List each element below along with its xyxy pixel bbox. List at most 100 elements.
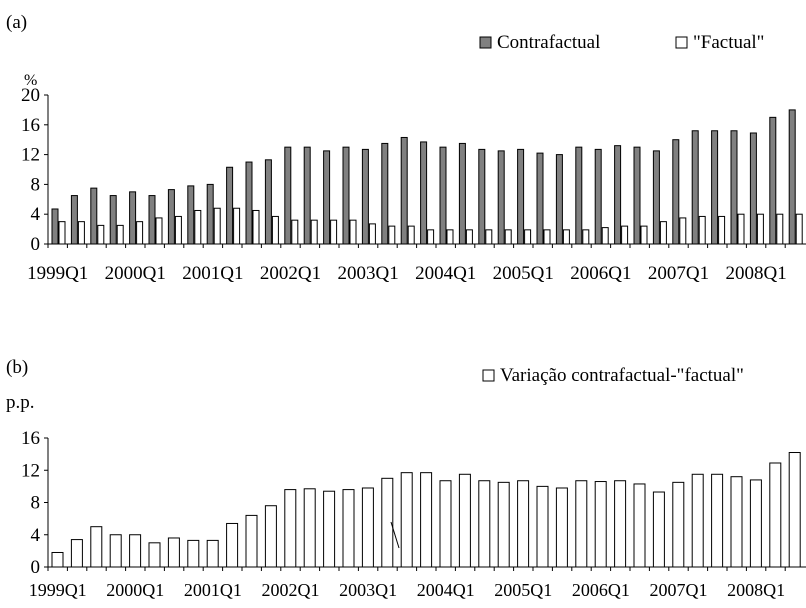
x-tick-label: 2004Q1 (415, 263, 476, 284)
bar-contrafactual (614, 145, 622, 245)
bar-factual (543, 229, 551, 245)
bar-factual (97, 224, 105, 245)
x-tick-label: 2006Q1 (572, 580, 630, 600)
x-tick-label: 2006Q1 (570, 263, 631, 284)
bar-factual (504, 229, 512, 245)
bar-variacao (788, 452, 801, 568)
bar-factual (427, 229, 435, 245)
bar-variacao (187, 539, 200, 568)
bar-contrafactual (497, 150, 505, 245)
bar-contrafactual (361, 148, 369, 245)
bar-factual (601, 227, 609, 245)
bar-factual (310, 219, 318, 245)
x-tick-label: 2003Q1 (339, 580, 397, 600)
bar-variacao (749, 479, 762, 568)
bar-factual (58, 221, 66, 245)
y-tick-label: 8 (31, 174, 41, 195)
x-tick-label: 2000Q1 (106, 580, 164, 600)
bar-factual (174, 215, 182, 245)
bar-contrafactual (769, 116, 777, 245)
y-axis-label-a: % (24, 72, 37, 89)
bar-factual (136, 221, 144, 245)
y-tick-label: 0 (31, 234, 41, 255)
x-tick-label: 2007Q1 (650, 580, 708, 600)
bar-contrafactual (148, 195, 156, 245)
bar-contrafactual (691, 130, 699, 245)
bar-contrafactual (555, 154, 563, 245)
bar-contrafactual (226, 166, 234, 245)
bar-contrafactual (284, 146, 292, 245)
bar-factual (524, 229, 532, 245)
y-tick-label: 8 (31, 493, 41, 514)
bar-contrafactual (633, 146, 641, 245)
bar-factual (582, 229, 590, 245)
bar-variacao (672, 481, 685, 568)
bar-contrafactual (594, 148, 602, 245)
x-tick-label: 2004Q1 (417, 580, 475, 600)
x-tick-label: 2005Q1 (494, 580, 552, 600)
bar-factual (640, 225, 648, 245)
bar-variacao (109, 534, 122, 568)
bar-variacao (400, 472, 413, 568)
bar-factual (330, 219, 338, 245)
bar-contrafactual (264, 159, 272, 245)
bar-contrafactual (439, 146, 447, 245)
legend-factual-swatch (675, 36, 688, 49)
y-tick-label: 12 (21, 145, 40, 166)
bar-variacao (303, 488, 316, 568)
x-tick-label: 2008Q1 (725, 263, 786, 284)
bar-factual (194, 209, 202, 245)
bar-variacao (458, 473, 471, 568)
bar-contrafactual (109, 195, 117, 245)
bar-factual (407, 225, 415, 245)
y-axis-label-b: p.p. (6, 392, 35, 413)
bar-variacao (129, 534, 142, 568)
bars-a (47, 109, 803, 248)
bar-contrafactual (420, 141, 428, 245)
bar-factual (679, 217, 687, 245)
bar-contrafactual (517, 148, 525, 245)
bar-factual (659, 221, 667, 245)
bar-factual (388, 225, 396, 245)
bar-factual (291, 219, 299, 245)
x-tick-label: 2002Q1 (262, 580, 320, 600)
bar-variacao (497, 481, 510, 568)
bar-contrafactual (730, 130, 738, 245)
bar-variacao (264, 505, 277, 568)
bar-factual (756, 213, 764, 245)
bar-factual (252, 209, 260, 245)
panel-b-label: (b) (6, 357, 28, 378)
bar-variacao (206, 539, 219, 568)
bar-contrafactual (672, 139, 680, 245)
legend-variacao-label: Variação contrafactual-"factual" (500, 365, 744, 386)
bar-variacao (70, 539, 83, 568)
x-tick-label: 2002Q1 (260, 263, 321, 284)
y-ticks-a: 0 4 8 12 16 20 (21, 85, 48, 255)
bar-variacao (148, 542, 161, 568)
bar-factual (737, 213, 745, 245)
bar-contrafactual (51, 208, 59, 245)
bar-variacao (167, 537, 180, 568)
bar-factual (368, 223, 376, 245)
legend-factual-label: "Factual" (693, 32, 764, 53)
stray-line-mark (390, 521, 400, 549)
bar-variacao (594, 481, 607, 568)
bar-variacao (439, 480, 452, 568)
bar-contrafactual (652, 150, 660, 245)
bar-variacao (361, 487, 374, 568)
y-tick-label: 16 (21, 428, 40, 449)
x-tick-label: 2007Q1 (648, 263, 709, 284)
bar-contrafactual (129, 191, 137, 245)
bar-contrafactual (245, 161, 253, 245)
bar-contrafactual (478, 148, 486, 245)
y-tick-label: 16 (21, 115, 40, 136)
legend-contrafactual-swatch (479, 36, 492, 49)
bar-factual (116, 224, 124, 245)
bar-variacao (575, 480, 588, 568)
bar-variacao (226, 522, 239, 568)
x-ticks-a: 1999Q1 2000Q1 2001Q1 2002Q1 2003Q1 2004Q1 2005… (27, 263, 787, 284)
bar-contrafactual (381, 142, 389, 245)
bar-variacao (555, 487, 568, 568)
bar-factual (446, 229, 454, 245)
bar-variacao (284, 489, 297, 568)
